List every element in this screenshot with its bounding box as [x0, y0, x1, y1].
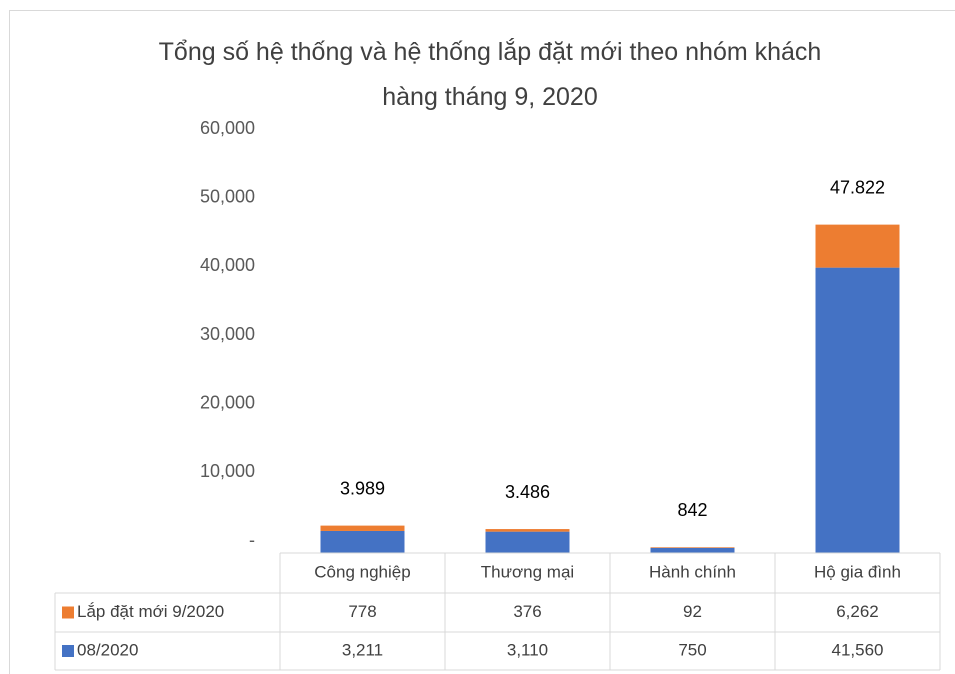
- table-value: 6,262: [836, 602, 879, 621]
- bar-segment: [650, 547, 735, 548]
- y-tick-label: 50,000: [200, 186, 255, 206]
- bar-segment: [650, 547, 735, 553]
- bar-segment: [320, 525, 405, 531]
- total-label: 47.822: [830, 177, 885, 197]
- x-tick-label: Hành chính: [649, 562, 736, 581]
- table-value: 750: [678, 640, 706, 659]
- x-tick-label: Hộ gia đình: [814, 562, 901, 581]
- table-value: 3,211: [342, 640, 383, 659]
- y-tick-label: 30,000: [200, 324, 255, 344]
- y-tick-label: 40,000: [200, 255, 255, 275]
- bar-segment: [815, 224, 900, 268]
- legend-key: [62, 606, 74, 619]
- table-value: 41,560: [832, 640, 884, 659]
- chart-border: [9, 10, 955, 674]
- table-value: 778: [348, 602, 376, 621]
- total-label: 3.989: [340, 478, 385, 498]
- legend-key: [62, 645, 74, 657]
- y-tick-label: 10,000: [200, 461, 255, 481]
- y-tick-label: -: [249, 530, 255, 550]
- y-tick-label: 60,000: [200, 118, 255, 138]
- bar-segment: [485, 531, 570, 553]
- legend-label: 08/2020: [77, 640, 138, 659]
- x-tick-label: Thương mại: [481, 562, 574, 581]
- bar-segment: [815, 267, 900, 553]
- table-value: 3,110: [507, 640, 548, 659]
- chart-title: Tổng số hệ thống và hệ thống lắp đặt mới…: [158, 38, 822, 111]
- x-tick-label: Công nghiệp: [314, 562, 410, 581]
- table-value: 376: [513, 602, 541, 621]
- bar-segment: [320, 530, 405, 553]
- total-label: 842: [677, 500, 707, 520]
- y-tick-label: 20,000: [200, 392, 255, 412]
- bar-segment: [485, 529, 570, 532]
- total-label: 3.486: [505, 482, 550, 502]
- legend-label: Lắp đặt mới 9/2020: [77, 602, 224, 621]
- table-value: 92: [683, 602, 702, 621]
